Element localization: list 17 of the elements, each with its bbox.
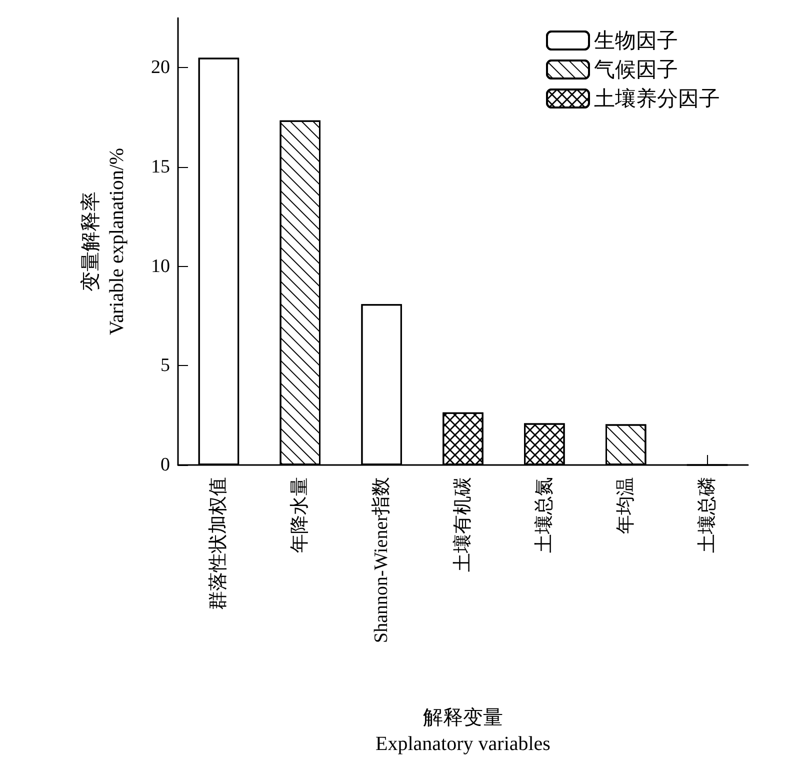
y-tick-label: 5 (160, 355, 170, 376)
legend-label: 土壤养分因子 (594, 86, 720, 110)
x-tick-label: 土壤总磷 (696, 477, 718, 553)
legend-label: 生物因子 (594, 28, 678, 52)
x-tick-label: Shannon-Wiener指数 (371, 477, 392, 643)
x-tick-label: 土壤总氮 (534, 477, 555, 553)
x-tick-label: 年降水量 (290, 477, 311, 553)
y-tick-label: 15 (151, 156, 170, 178)
x-axis-title: 解释变量 Explanatory variables (376, 707, 551, 755)
y-tick-label: 0 (160, 454, 170, 476)
y-tick-label: 20 (151, 57, 170, 78)
x-tick-label: 群落性状加权值 (208, 477, 230, 610)
y-axis-title: 变量解释率 Variable explanation/% (80, 148, 128, 336)
x-tick-label: 年均温 (615, 477, 636, 534)
legend-label: 气候因子 (594, 58, 678, 82)
y-tick-label: 10 (151, 256, 170, 277)
x-tick-label: 土壤有机碳 (452, 477, 474, 572)
